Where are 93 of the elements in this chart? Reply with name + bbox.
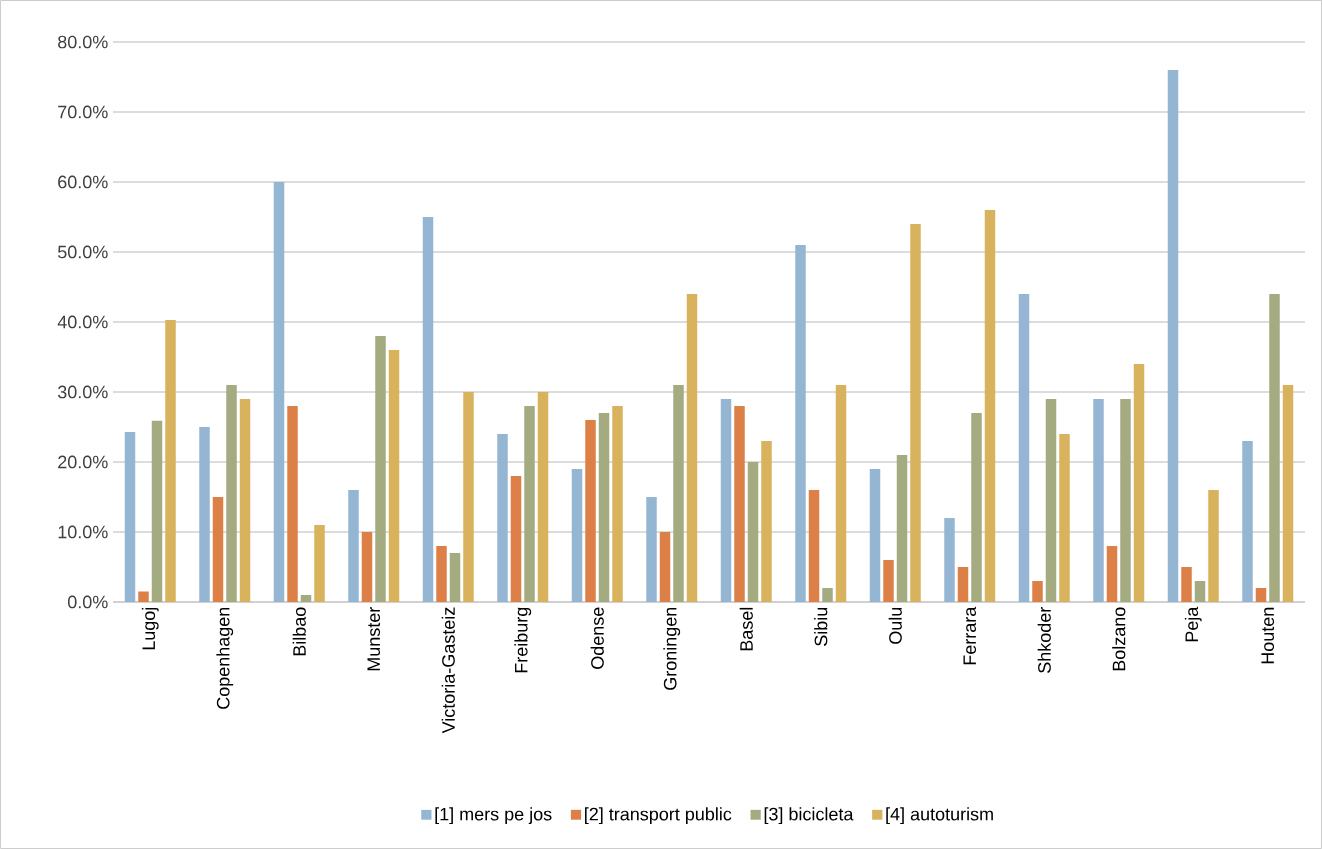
y-tick-label: 30.0% bbox=[57, 385, 108, 399]
y-tick-label: 40.0% bbox=[57, 315, 108, 329]
bar bbox=[1167, 69, 1179, 602]
y-tick-label: 20.0% bbox=[58, 455, 108, 469]
bar bbox=[199, 426, 210, 602]
bar bbox=[686, 293, 698, 602]
y-tick-label: 80.0% bbox=[58, 35, 108, 49]
bar bbox=[822, 587, 833, 602]
bar bbox=[212, 496, 224, 602]
bar bbox=[734, 405, 745, 602]
bar bbox=[598, 412, 610, 602]
bar bbox=[585, 419, 596, 602]
bar bbox=[537, 391, 549, 602]
bar bbox=[673, 384, 684, 602]
bar bbox=[1133, 363, 1145, 602]
bar bbox=[896, 454, 908, 602]
bar bbox=[287, 405, 298, 602]
y-tick-label: 60.0% bbox=[58, 175, 108, 189]
bar bbox=[1106, 545, 1118, 602]
bar bbox=[1269, 293, 1280, 602]
x-tick-label: Odense bbox=[590, 607, 604, 669]
bar bbox=[612, 405, 623, 602]
bar bbox=[314, 524, 325, 602]
x-tick-label: Bilbao bbox=[292, 607, 306, 656]
bar bbox=[659, 531, 671, 602]
bar bbox=[1120, 398, 1131, 602]
bar bbox=[348, 489, 359, 602]
x-tick-label: Houten bbox=[1261, 607, 1275, 664]
bar bbox=[497, 433, 508, 602]
bar bbox=[388, 349, 400, 602]
legend-label: [2] transport public bbox=[585, 807, 732, 825]
bar bbox=[869, 468, 881, 602]
bar bbox=[1255, 587, 1267, 602]
bar bbox=[1208, 489, 1219, 602]
bar bbox=[1194, 580, 1206, 602]
y-tick-label: 50.0% bbox=[57, 245, 108, 259]
bar bbox=[1282, 384, 1294, 602]
bar bbox=[883, 559, 894, 602]
bar bbox=[463, 391, 474, 602]
bar bbox=[747, 461, 759, 602]
x-tick-label: Oulu bbox=[888, 607, 902, 644]
bar bbox=[361, 531, 373, 602]
legend-label: [4] autoturism bbox=[886, 807, 993, 825]
x-tick-label: Sibiu bbox=[814, 607, 828, 646]
bar bbox=[571, 468, 583, 602]
bar bbox=[720, 398, 732, 602]
bar bbox=[1059, 433, 1070, 602]
x-tick-label: Victoria-Gasteiz bbox=[441, 607, 455, 734]
x-tick-label: Groningen bbox=[663, 607, 681, 690]
bar bbox=[1018, 293, 1030, 602]
x-tick-label: Freiburg bbox=[514, 607, 532, 673]
bar bbox=[300, 594, 312, 602]
x-tick-label: Shkoder bbox=[1037, 607, 1051, 673]
bar bbox=[1093, 398, 1104, 602]
legend-label: [1] mers pe jos bbox=[435, 807, 552, 825]
x-tick-label: Basel bbox=[739, 607, 753, 651]
x-tick-label: Munster bbox=[367, 607, 381, 671]
bar bbox=[375, 335, 386, 602]
bar bbox=[165, 319, 176, 602]
bar bbox=[449, 552, 461, 602]
bar bbox=[646, 496, 657, 602]
bar bbox=[124, 431, 136, 602]
x-tick-label: Ferrara bbox=[963, 606, 977, 665]
y-tick-label: 10.0% bbox=[58, 525, 108, 539]
bar bbox=[524, 405, 535, 602]
bar bbox=[971, 412, 982, 602]
legend-label: [3] bicicleta bbox=[764, 807, 854, 825]
bar bbox=[761, 440, 772, 602]
bar bbox=[151, 420, 163, 602]
bar bbox=[273, 181, 285, 602]
bar bbox=[226, 384, 237, 602]
bar bbox=[910, 223, 921, 602]
y-tick-label: 0.0% bbox=[67, 595, 108, 609]
bar bbox=[138, 591, 149, 602]
y-tick-label: 70.0% bbox=[58, 105, 108, 119]
x-tick-label: Lugoj bbox=[141, 607, 159, 650]
bar bbox=[436, 545, 447, 602]
bar bbox=[944, 517, 955, 602]
bar bbox=[957, 566, 969, 602]
bar bbox=[1032, 580, 1043, 602]
bar bbox=[984, 209, 996, 602]
bar bbox=[510, 475, 522, 602]
bar bbox=[795, 244, 806, 602]
x-tick-label: Bolzano bbox=[1112, 607, 1126, 671]
bar bbox=[808, 489, 820, 602]
bar bbox=[1045, 398, 1057, 602]
x-tick-label: Peja bbox=[1184, 606, 1202, 642]
x-tick-label: Copenhagen bbox=[216, 607, 234, 709]
bar bbox=[1181, 566, 1192, 602]
bar bbox=[1242, 440, 1253, 602]
bar bbox=[835, 384, 847, 602]
bar bbox=[422, 216, 434, 602]
bar bbox=[239, 398, 251, 602]
